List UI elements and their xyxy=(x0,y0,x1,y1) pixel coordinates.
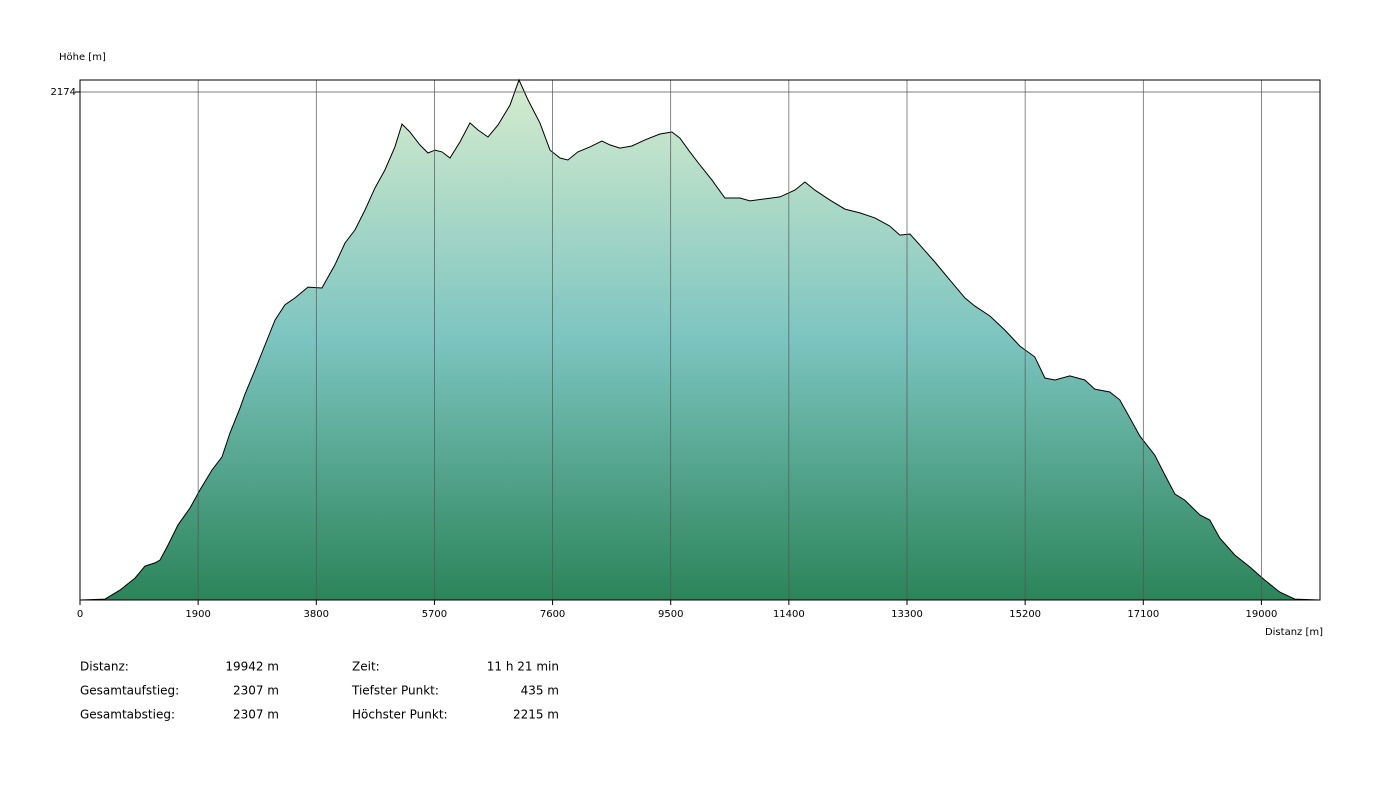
y-axis-label: Höhe [m] xyxy=(59,52,106,63)
stat-value: 11 h 21 min xyxy=(487,660,559,674)
x-tick-label: 19000 xyxy=(1246,609,1278,620)
x-tick-label: 1900 xyxy=(185,609,210,620)
x-tick-label: 11400 xyxy=(773,609,805,620)
stat-label: Gesamtabstieg: xyxy=(80,708,175,722)
stat-label: Distanz: xyxy=(80,660,129,674)
elevation-line xyxy=(79,78,1321,601)
x-tick-label: 13300 xyxy=(891,609,923,620)
elevation-area xyxy=(80,80,1320,600)
x-tick-label: 15200 xyxy=(1009,609,1041,620)
x-tick-label: 5700 xyxy=(422,609,447,620)
plot-frame xyxy=(79,79,1321,601)
x-tick-label: 9500 xyxy=(658,609,683,620)
stat-label: Gesamtaufstieg: xyxy=(80,684,179,698)
stat-value: 2307 m xyxy=(233,684,279,698)
x-tick-label: 17100 xyxy=(1127,609,1159,620)
stat-label: Höchster Punkt: xyxy=(352,708,448,722)
stat-value: 2215 m xyxy=(513,708,559,722)
x-tick-label: 0 xyxy=(77,609,83,620)
stat-value: 2307 m xyxy=(233,708,279,722)
stat-label: Zeit: xyxy=(352,660,380,674)
x-axis-label: Distanz [m] xyxy=(1265,627,1323,638)
y-tick-label: 2174 xyxy=(51,87,76,98)
x-tick-label: 3800 xyxy=(304,609,329,620)
x-tick-label: 7600 xyxy=(540,609,565,620)
stat-value: 435 m xyxy=(521,684,559,698)
stat-value: 19942 m xyxy=(225,660,279,674)
stat-label: Tiefster Punkt: xyxy=(351,684,439,698)
